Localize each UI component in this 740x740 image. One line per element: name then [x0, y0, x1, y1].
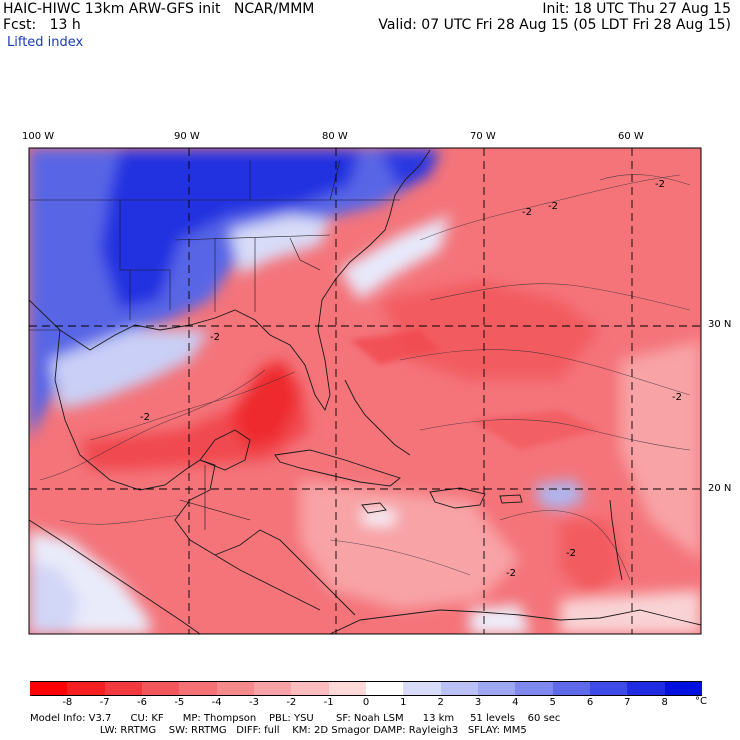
colorbar-tick-label: -4	[211, 697, 222, 708]
colorbar-tick-label: -3	[249, 697, 259, 708]
colorbar-tick-label: 5	[549, 697, 556, 708]
contour-labels: -2 -2 -2 -2 -2 -2 -2 -2	[140, 179, 682, 579]
valid-time: Valid: 07 UTC Fri 28 Aug 15 (05 LDT Fri …	[378, 17, 731, 33]
colorbar-swatch	[478, 681, 516, 696]
contours	[39, 174, 691, 581]
colorbar-tick-label: -5	[174, 697, 185, 708]
colorbar-swatch	[328, 681, 367, 696]
graticule	[29, 148, 701, 634]
colorbar-unit: °C	[695, 696, 707, 707]
pale-blue-hispaniola	[535, 480, 585, 510]
colorbar-swatch	[67, 681, 106, 696]
colorbar-swatch	[142, 681, 180, 696]
pale-blue-sw	[29, 560, 80, 634]
white-carib-1	[360, 510, 395, 525]
red-streak-1	[350, 330, 440, 365]
peak-red-gulf	[230, 360, 300, 450]
colorbar-tick-label: 8	[661, 697, 668, 708]
field-name: Lifted index	[7, 35, 84, 50]
contour-label: -2	[522, 207, 532, 218]
colorbar-swatch	[515, 681, 554, 696]
colorbar-tick-label: -7	[99, 697, 110, 708]
init-time: Init: 18 UTC Thu 27 Aug 15	[542, 1, 731, 17]
forecast-hour: Fcst: 13 h	[3, 17, 81, 33]
white-carib-2	[470, 605, 530, 634]
colorbar-swatch	[664, 681, 703, 696]
coastlines	[29, 149, 701, 634]
colorbar-swatch	[552, 681, 591, 696]
light-red-carib	[300, 480, 520, 610]
colorbar-tick-label: -1	[323, 697, 334, 708]
colorbar-swatch	[403, 681, 442, 696]
strong-red-atlantic	[380, 280, 600, 380]
light-red-east	[620, 340, 701, 560]
contour-label: -2	[655, 179, 665, 190]
colorbar-swatch	[30, 681, 68, 696]
contour-label: -2	[140, 412, 150, 423]
mexico-coast	[54, 329, 321, 611]
pale-atlantic	[340, 215, 450, 300]
red-streak-2	[470, 410, 600, 450]
jamaica	[361, 502, 387, 514]
colorbar-swatch	[291, 681, 330, 696]
hispaniola	[429, 487, 486, 509]
colorbar-tick-label: -8	[62, 697, 73, 708]
colorbar-tick-label: 0	[362, 697, 370, 708]
lon-label-80w: 80 W	[322, 131, 348, 142]
contour-label: -2	[548, 201, 558, 212]
contour-label: -2	[566, 548, 576, 559]
colorbar-swatch	[590, 681, 628, 696]
red-streak-3	[180, 520, 260, 570]
field-shading	[29, 148, 701, 634]
central-america	[214, 529, 356, 616]
colorbar-swatch	[627, 681, 666, 696]
bahamas	[344, 379, 411, 456]
lon-label-100w: 100 W	[22, 131, 55, 142]
pacific-coast	[29, 519, 201, 634]
colorbar-swatch	[104, 681, 143, 696]
model-info-line2: LW: RRTMG SW: RRTMG DIFF: full KM: 2D Sm…	[30, 725, 527, 736]
model-info-line1: Model Info: V3.7 CU: KF MP: Thompson PBL…	[30, 713, 561, 724]
lat-label-30n: 30 N	[708, 319, 732, 330]
colorbar-tick-label: 6	[586, 697, 594, 708]
strong-red-se	[560, 520, 625, 600]
colorbar-tick-label: 2	[437, 697, 444, 708]
colorbar-tick-label: -2	[286, 697, 297, 708]
colorbar-tick-label: 3	[474, 697, 482, 708]
deep-blue-ne	[380, 150, 440, 190]
south-america-coast	[329, 609, 701, 634]
colorbar-tick-label: 1	[400, 697, 407, 708]
yucatan	[199, 429, 251, 471]
colorbar-swatch	[440, 681, 479, 696]
lesser-antilles	[609, 499, 623, 581]
puerto-rico	[499, 494, 523, 504]
colorbar-tick-label: -6	[137, 697, 147, 708]
lon-label-60w: 60 W	[618, 131, 644, 142]
colorbar-swatch	[254, 681, 292, 696]
colorbar-tick-label: 7	[624, 697, 631, 708]
colorbar-swatch	[216, 681, 255, 696]
contour-label: -2	[210, 332, 220, 343]
lat-label-20n: 20 N	[708, 483, 732, 494]
us-coast	[29, 149, 431, 412]
contour-label: -2	[506, 568, 516, 579]
colorbar-swatch	[366, 681, 404, 696]
header-title: HAIC-HIWC 13km ARW-GFS init NCAR/MMM	[3, 1, 315, 17]
contour-label: -2	[672, 392, 682, 403]
state-borders	[29, 159, 400, 530]
lon-label-90w: 90 W	[174, 131, 200, 142]
map-frame	[28, 147, 702, 635]
colorbar-swatch	[179, 681, 218, 696]
lon-label-70w: 70 W	[470, 131, 496, 142]
colorbar-tick-label: 4	[512, 697, 519, 708]
cuba	[274, 449, 401, 487]
